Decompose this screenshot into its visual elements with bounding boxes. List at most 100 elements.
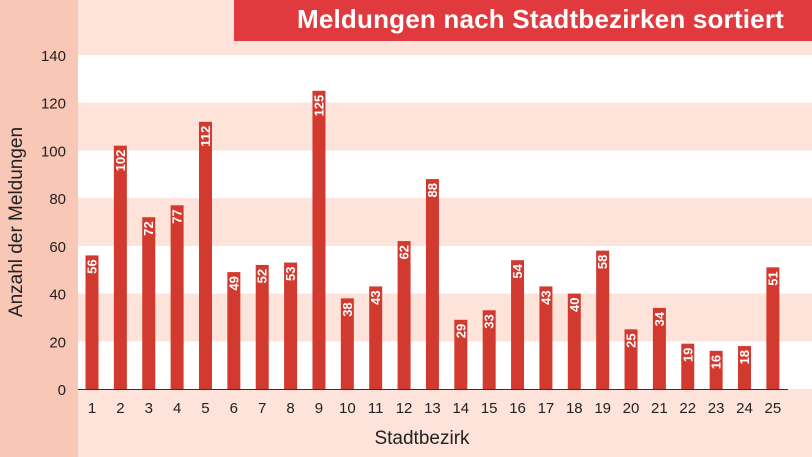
bar [482,310,496,389]
bar-value-label: 51 [765,271,780,285]
bar [425,179,439,389]
x-tick-label: 12 [396,400,413,417]
bar-value-label: 49 [226,276,241,290]
bar-value-label: 34 [652,311,667,326]
bar [596,250,610,389]
x-axis-label: Stadtbezirk [374,428,470,449]
bar-value-label: 77 [170,209,185,223]
bar-value-label: 16 [709,355,724,369]
grid-band [78,198,812,246]
x-tick-label: 21 [651,400,668,417]
bar [142,217,156,389]
y-tick-label: 120 [41,96,66,113]
bar-value-label: 43 [368,290,383,304]
y-tick-label: 100 [41,143,66,160]
bar [738,346,752,389]
x-tick-label: 2 [116,400,124,417]
x-tick-label: 16 [509,400,526,417]
bar-value-label: 56 [85,259,100,273]
bar [454,319,468,389]
bar [198,121,212,390]
x-axis-ticks: 1 2 3 4 5 6 7 8 9 10 11 12 13 14 15 16 17 18 19 20 21 22 23 24 2… [88,400,781,417]
x-tick-label: 22 [679,400,696,417]
y-tick-label: 140 [41,48,66,65]
x-tick-label: 14 [452,400,469,417]
bar-data-labels: 56 102 72 77 112 49 52 53 125 38 43 62 88 29 33 54 43 40 5… [85,95,781,370]
bar-value-label: 33 [482,314,497,328]
bar [312,90,326,390]
y-tick-label: 40 [49,287,66,304]
x-tick-label: 23 [708,400,725,417]
bar [340,298,354,389]
grid-band [78,341,812,389]
bar [567,293,581,389]
grid-band [78,55,812,103]
bar-value-label: 62 [397,245,412,259]
bar-value-label: 58 [595,255,610,269]
bar-value-label: 102 [113,150,128,172]
x-tick-label: 10 [339,400,356,417]
bar-value-label: 40 [567,298,582,312]
grid-band [78,293,812,342]
grid-band [78,102,812,151]
x-tick-label: 7 [258,400,266,417]
bar-value-label: 112 [198,126,213,147]
grid-bands [78,55,812,389]
x-tick-label: 11 [368,400,384,417]
bar-value-label: 19 [680,348,695,362]
bars [85,90,780,390]
bar-value-label: 54 [510,263,525,278]
bar-value-label: 38 [340,302,355,316]
left-side-panel [0,0,78,457]
bar [539,286,553,389]
bar [624,329,638,389]
bar [397,241,411,389]
grid-band [78,245,812,294]
bar [511,260,525,389]
x-tick-label: 8 [286,400,294,417]
bar [681,343,695,389]
x-tick-label: 4 [173,400,181,417]
y-tick-label: 60 [49,239,66,256]
bar [170,205,184,389]
x-tick-label: 1 [88,400,96,417]
x-tick-label: 17 [538,400,555,417]
bar [255,264,269,389]
y-axis-ticks: 0 20 40 60 80 100 120 140 [41,48,66,399]
bar [85,255,99,389]
grid-band [78,150,812,199]
bar-value-label: 72 [141,221,156,235]
bar [369,286,383,389]
bar-value-label: 88 [425,183,440,197]
bar [227,272,241,389]
x-tick-label: 13 [424,400,441,417]
x-tick-label: 24 [736,400,753,417]
bar [709,350,723,389]
x-tick-label: 5 [201,400,209,417]
chart-title: Meldungen nach Stadtbezirken sortiert [296,4,784,34]
y-axis-label: Anzahl der Meldungen [6,127,27,317]
bar [284,262,298,389]
bar-value-label: 43 [538,290,553,304]
bar-value-label: 125 [311,95,326,117]
x-tick-label: 18 [566,400,583,417]
title-banner: Meldungen nach Stadtbezirken sortiert [234,0,812,41]
x-tick-label: 3 [145,400,153,417]
x-tick-label: 20 [623,400,640,417]
x-tick-label: 25 [765,400,782,417]
y-tick-label: 20 [49,334,66,351]
x-tick-label: 6 [230,400,238,417]
bar-value-label: 53 [283,267,298,281]
bar-value-label: 25 [624,333,639,347]
bar-value-label: 29 [453,324,468,338]
x-tick-label: 15 [481,400,498,417]
bar-value-label: 18 [737,350,752,364]
y-tick-label: 0 [58,382,66,399]
x-tick-label: 19 [594,400,611,417]
bar-value-label: 52 [255,269,270,283]
y-tick-label: 80 [49,191,66,208]
x-tick-label: 9 [315,400,323,417]
bar [113,145,127,389]
